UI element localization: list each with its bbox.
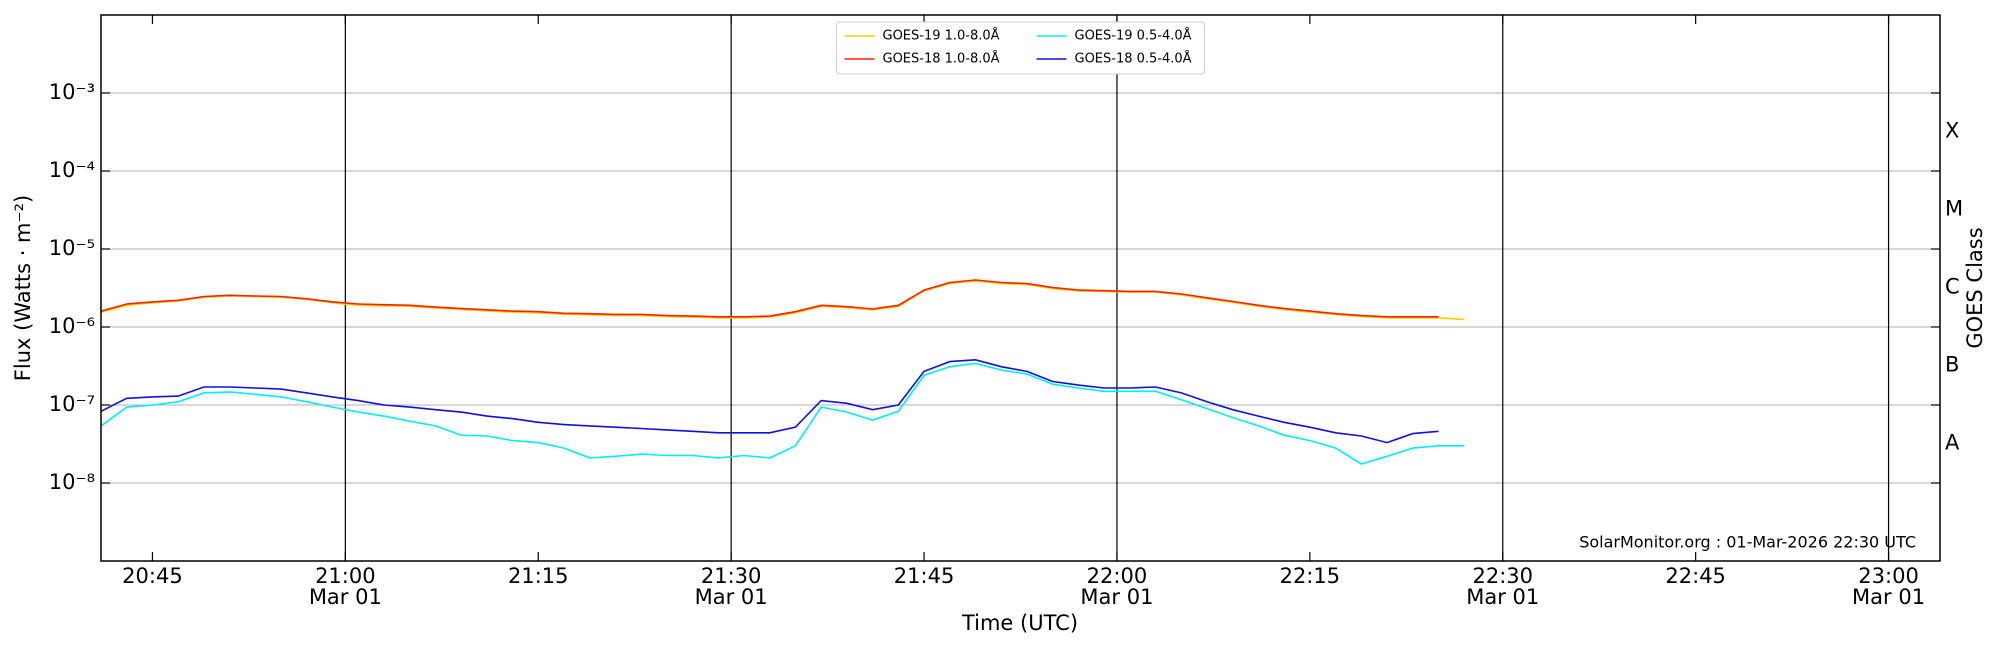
x-tick-label: 22:30 xyxy=(1472,564,1533,588)
y2-tick-label: C xyxy=(1945,275,1960,299)
legend-label: GOES-19 0.5-4.0Å xyxy=(1075,28,1192,44)
series-line xyxy=(100,358,1439,444)
x-tick-label: Mar 01 xyxy=(309,585,382,609)
x-tick-label: 21:45 xyxy=(894,564,955,588)
x-tick-label: 22:15 xyxy=(1280,564,1341,588)
y-tick-label: 10⁻⁶ xyxy=(49,314,95,338)
legend: GOES-19 1.0-8.0Å GOES-18 1.0-8.0Å GOES-19 … xyxy=(836,21,1205,75)
x-tick-label: 22:45 xyxy=(1665,564,1726,588)
annotation: SolarMonitor.org : 01-Mar-2026 22:30 UTC xyxy=(1579,533,1916,552)
x-tick-label: 22:00 xyxy=(1087,564,1148,588)
legend-label: GOES-19 1.0-8.0Å xyxy=(883,28,1000,44)
x-tick-label: Mar 01 xyxy=(1080,585,1153,609)
x-tick-label: 21:00 xyxy=(315,564,376,588)
legend-label: GOES-18 1.0-8.0Å xyxy=(883,51,1000,67)
x-tick-label: 23:00 xyxy=(1858,564,1919,588)
x-tick-label: Mar 01 xyxy=(1466,585,1539,609)
y-tick-label: 10⁻³ xyxy=(49,80,95,104)
y2-tick-label: X xyxy=(1945,119,1959,143)
series-line xyxy=(100,362,1465,465)
y2-tick-label: A xyxy=(1945,431,1960,455)
y2-tick-label: M xyxy=(1945,197,1963,221)
x-tick-label: 21:15 xyxy=(508,564,569,588)
y-tick-label: 10⁻⁸ xyxy=(49,470,95,494)
plot-frame xyxy=(100,14,1941,562)
legend-box xyxy=(836,21,1205,75)
y-axis-label: Flux (Watts · m⁻²) xyxy=(11,195,35,381)
x-tick-label: Mar 01 xyxy=(1852,585,1925,609)
series-line xyxy=(100,279,1439,318)
y-tick-label: 10⁻⁵ xyxy=(49,236,95,260)
y-tick-label: 10⁻⁷ xyxy=(49,392,95,416)
x-tick-label: 21:30 xyxy=(701,564,762,588)
y-tick-label: 10⁻⁴ xyxy=(49,158,95,182)
y2-axis-label: GOES Class xyxy=(1963,227,1987,348)
x-tick-label: 20:45 xyxy=(122,564,183,588)
y2-tick-label: B xyxy=(1945,353,1959,377)
x-axis-label: Time (UTC) xyxy=(961,611,1078,635)
x-tick-label: Mar 01 xyxy=(695,585,768,609)
legend-label: GOES-18 0.5-4.0Å xyxy=(1075,51,1192,67)
